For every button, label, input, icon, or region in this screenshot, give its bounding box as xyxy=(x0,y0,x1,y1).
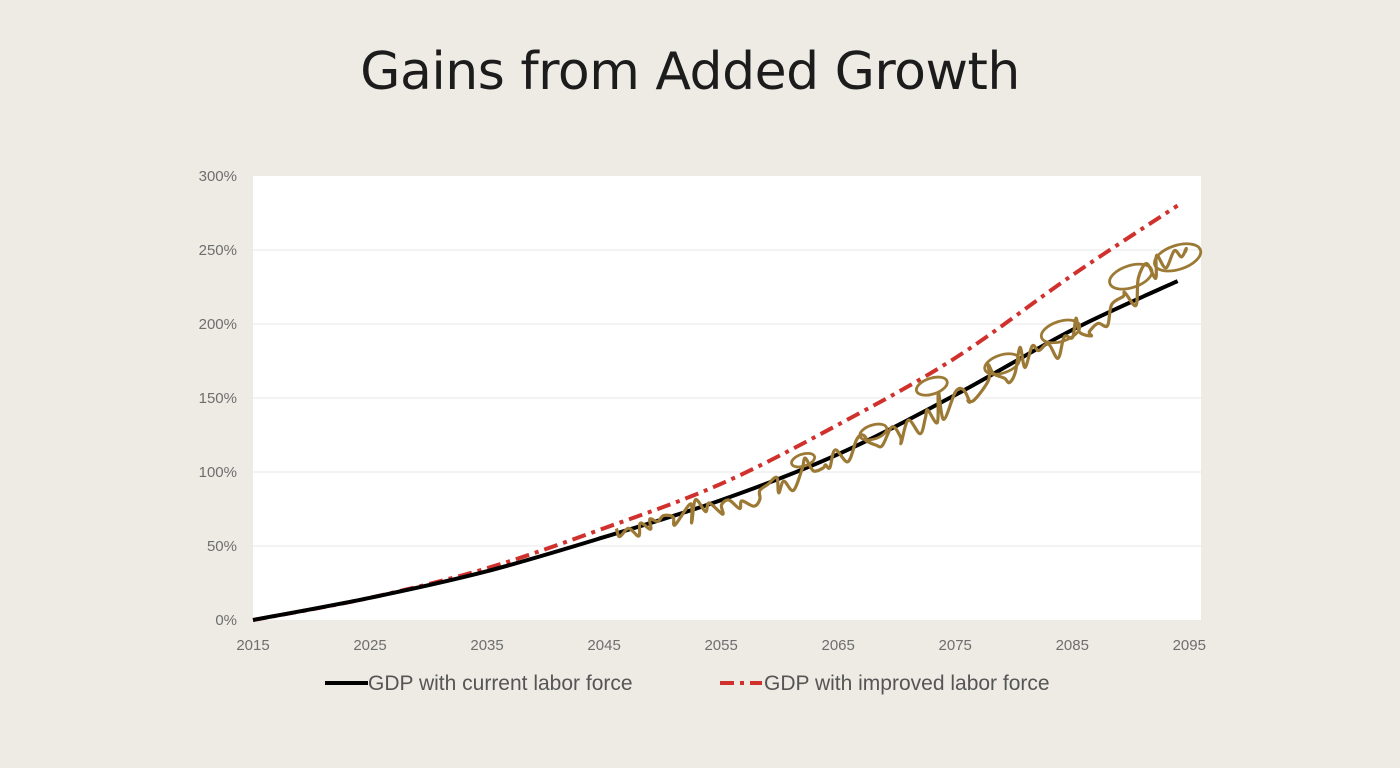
x-axis: 2015 2025 2035 2045 2055 2065 2075 2085 2095 xyxy=(236,637,1206,654)
x-tick-label: 2025 xyxy=(353,637,386,654)
y-tick-label: 50% xyxy=(207,538,237,555)
y-axis: 0% 50% 100% 150% 200% 250% 300% xyxy=(199,168,237,629)
scribble-loop xyxy=(1108,262,1154,291)
scribble-loop xyxy=(914,375,949,397)
series-line-current xyxy=(252,279,1179,622)
scribble-loop xyxy=(858,422,889,442)
legend-label-improved: GDP with improved labor force xyxy=(764,672,1050,695)
scribble-annotation xyxy=(614,246,1188,539)
y-tick-label: 300% xyxy=(199,168,237,185)
page-title: Gains from Added Growth xyxy=(360,42,1020,102)
x-tick-label: 2015 xyxy=(236,637,269,654)
scribble-loop xyxy=(983,352,1021,376)
x-tick-label: 2035 xyxy=(470,637,503,654)
y-tick-label: 0% xyxy=(215,612,237,629)
annotations xyxy=(614,242,1203,539)
x-tick-label: 2085 xyxy=(1056,637,1089,654)
y-tick-label: 150% xyxy=(199,390,237,407)
gridlines xyxy=(253,249,1201,547)
scribble-loop xyxy=(1039,318,1082,345)
series-line-improved xyxy=(252,203,1179,622)
legend: GDP with current labor force GDP with imp… xyxy=(325,672,1050,695)
x-tick-label: 2045 xyxy=(587,637,620,654)
x-tick-label: 2095 xyxy=(1173,637,1206,654)
scribble-loop xyxy=(1153,242,1203,273)
series-lines xyxy=(252,203,1179,622)
x-tick-label: 2055 xyxy=(704,637,737,654)
y-tick-label: 200% xyxy=(199,316,237,333)
y-tick-label: 100% xyxy=(199,464,237,481)
scribble-loop xyxy=(790,451,817,469)
x-tick-label: 2065 xyxy=(821,637,854,654)
y-tick-label: 250% xyxy=(199,242,237,259)
x-tick-label: 2075 xyxy=(939,637,972,654)
legend-label-current: GDP with current labor force xyxy=(368,672,633,695)
